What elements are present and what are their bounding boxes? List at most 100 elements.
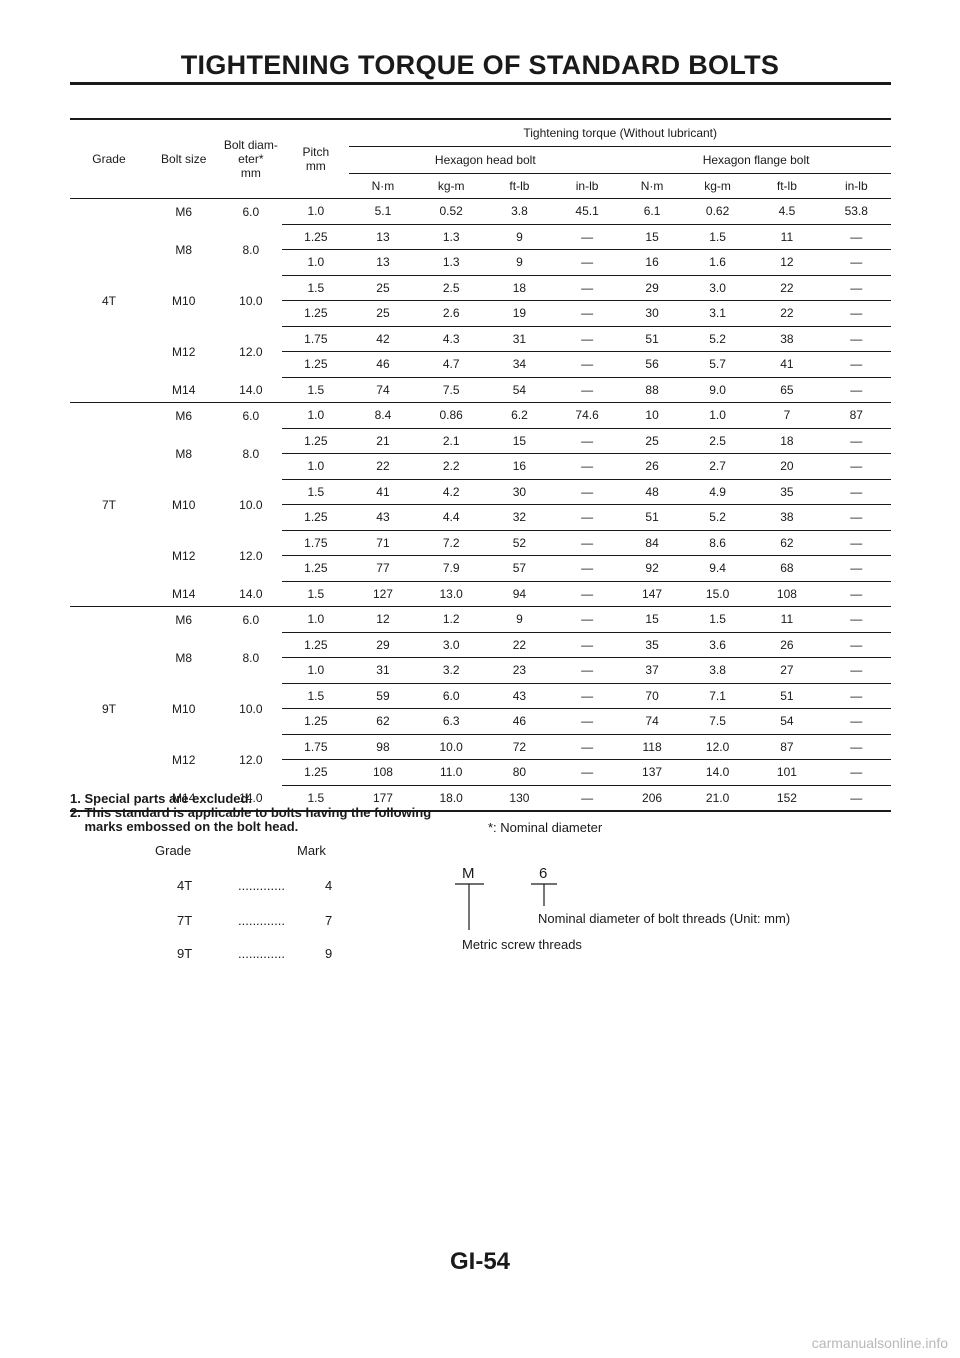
bolt-diameter-cell: 10.0	[239, 701, 263, 716]
bolt-diameter-cell: 12.0	[239, 344, 263, 359]
torque-value-cell: 23	[485, 657, 553, 684]
table-row: M14 14.0 1.5 74 7.5 54—88 9.0 65—	[70, 377, 891, 403]
unit-header-cell: ft-lb	[485, 173, 553, 199]
designation-number: 6	[539, 865, 547, 882]
bolt-size-cell: M10	[172, 293, 196, 308]
torque-value-cell: —	[552, 555, 622, 582]
unit-header-cell: kg-m	[682, 173, 753, 199]
torque-value-cell: 6.1	[621, 198, 683, 225]
table-row: 1.25 77 7.9 57—92 9.4 68—	[70, 555, 891, 582]
pitch-cell: 1.25	[282, 708, 350, 735]
torque-value-cell: 21	[349, 428, 417, 454]
torque-value-cell: —	[552, 300, 622, 327]
torque-value-cell: 137	[621, 759, 683, 786]
header-row: N·m kg-m ft-lb in-lb N·m kg-m ft-lb in-lb	[70, 173, 891, 199]
torque-value-cell: 43	[485, 683, 553, 709]
torque-value-cell: 118	[621, 734, 683, 760]
bolt-size-cell: M6	[175, 204, 193, 219]
torque-value-cell: —	[821, 657, 891, 684]
torque-value-cell: 92	[621, 555, 683, 582]
torque-value-cell: —	[821, 504, 891, 531]
torque-value-cell: —	[552, 759, 622, 786]
torque-value-cell: 3.8	[682, 657, 753, 684]
torque-value-cell: —	[552, 530, 622, 556]
torque-value-cell: 74	[349, 377, 417, 403]
bolt-size-cell: M6	[175, 408, 193, 423]
header-row: Grade Bolt size Bolt diam-eter* mm Pitch mm Ti…	[70, 118, 891, 199]
torque-value-cell: 65	[752, 377, 822, 403]
bolt-diameter-cell: 14.0	[219, 785, 283, 812]
torque-value-cell: 45.1	[552, 198, 622, 225]
note-line: 2. This standard is applicable to bolts …	[70, 805, 432, 820]
torque-value-cell: 5.1	[349, 198, 417, 225]
torque-value-cell: 7	[752, 402, 822, 429]
torque-value-cell: —	[821, 708, 891, 735]
torque-value-cell: 15	[621, 224, 683, 250]
torque-value-cell: —	[821, 224, 891, 250]
pitch-cell: 1.5	[282, 683, 350, 709]
torque-value-cell: 52	[485, 530, 553, 556]
torque-value-cell: 4.4	[416, 504, 486, 531]
torque-value-cell: 5.2	[682, 326, 753, 352]
torque-value-cell: 51	[752, 683, 822, 709]
torque-table: Grade Bolt size Bolt diam-eter* mm Pitch mm Ti…	[70, 118, 891, 812]
table-row: 1.0 13 1.3 9—16 1.6 12—	[70, 249, 891, 276]
torque-value-cell: 31	[485, 326, 553, 352]
grade-cell: 9T	[70, 606, 148, 812]
torque-value-cell: 3.1	[682, 300, 753, 327]
torque-value-cell: —	[821, 275, 891, 301]
torque-value-cell: 16	[621, 249, 683, 276]
torque-value-cell: —	[552, 428, 622, 454]
torque-value-cell: 70	[621, 683, 683, 709]
torque-value-cell: 98	[349, 734, 417, 760]
torque-value-cell: 15	[485, 428, 553, 454]
bolt-diameter-cell: 8.0	[242, 446, 260, 461]
torque-value-cell: 2.6	[416, 300, 486, 327]
table-row: M8 8.0 1.25 13 1.3 9—15 1.5 11—	[70, 224, 891, 257]
torque-value-cell: 130	[485, 785, 553, 812]
torque-value-cell: 21.0	[682, 785, 753, 812]
torque-value-cell: —	[821, 428, 891, 454]
table-row: 1.25 43 4.4 32—51 5.2 38—	[70, 504, 891, 531]
torque-value-cell: 2.5	[416, 275, 486, 301]
table-row: M10 10.0 1.5 59 6.0 43—70 7.1 51—	[70, 683, 891, 716]
torque-value-cell: 22	[349, 453, 417, 480]
table-row: M14 14.0 1.5 127 13.0 94—147 15.0 108—	[70, 581, 891, 607]
torque-value-cell: 51	[621, 326, 683, 352]
nominal-diameter-note: *: Nominal diameter	[488, 820, 603, 835]
torque-value-cell: —	[821, 351, 891, 378]
torque-value-cell: —	[821, 683, 891, 709]
torque-value-cell: 6.2	[485, 402, 553, 429]
hex-head-header: Hexagon head bolt	[349, 146, 622, 174]
table-row: 9T M6 6.0 1.0 12 1.2 9—15 1.5 11—	[70, 606, 891, 812]
torque-value-cell: 25	[621, 428, 683, 454]
torque-value-cell: —	[821, 581, 891, 607]
torque-value-cell: —	[552, 785, 622, 812]
torque-value-cell: 0.62	[682, 198, 753, 225]
torque-value-cell: 25	[349, 275, 417, 301]
torque-value-cell: 37	[621, 657, 683, 684]
pitch-cell: 1.25	[282, 504, 350, 531]
torque-value-cell: 41	[349, 479, 417, 505]
torque-value-cell: 88	[621, 377, 683, 403]
torque-value-cell: —	[821, 377, 891, 403]
torque-value-cell: 7.9	[416, 555, 486, 582]
torque-value-cell: 26	[621, 453, 683, 480]
torque-value-cell: —	[552, 708, 622, 735]
torque-value-cell: —	[821, 606, 891, 633]
torque-value-cell: 4.3	[416, 326, 486, 352]
torque-value-cell: 206	[621, 785, 683, 812]
bolt-size-cell: M8	[175, 242, 193, 257]
torque-value-cell: 13	[349, 224, 417, 250]
table-row: 7T M6 6.0 1.0 8.4 0.86 6.2 74.6 10 1.0 7 87	[70, 402, 891, 607]
table-row: M14 14.0 1.5 177 18.0 130—206 21.0 152—	[70, 785, 891, 812]
torque-value-cell: 35	[621, 632, 683, 658]
torque-value-cell: —	[552, 249, 622, 276]
torque-value-cell: 8.4	[349, 402, 417, 429]
torque-value-cell: 108	[752, 581, 822, 607]
torque-value-cell: 10	[621, 402, 683, 429]
torque-value-cell: 12	[752, 249, 822, 276]
torque-value-cell: 5.7	[682, 351, 753, 378]
grade-cell: 9T	[177, 946, 193, 961]
grade-cell: 4T	[70, 198, 148, 403]
